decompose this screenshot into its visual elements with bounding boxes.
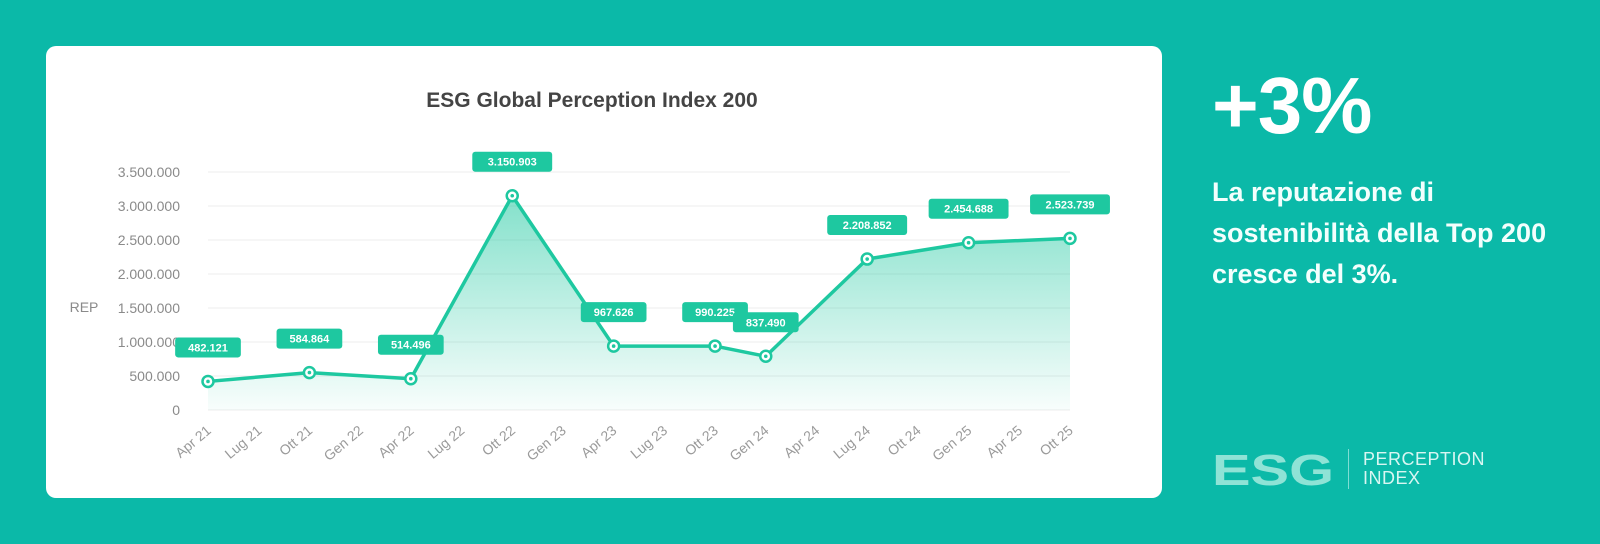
- x-tick-label: Apr 25: [983, 422, 1025, 461]
- x-tick-label: Lug 24: [830, 422, 873, 462]
- data-point-center: [307, 370, 312, 375]
- x-tick-label: Ott 25: [1036, 422, 1076, 459]
- headline-description: La reputazione di sostenibilità della To…: [1212, 177, 1547, 289]
- x-tick-label: Lug 22: [424, 422, 467, 462]
- data-label: 482.121: [188, 342, 228, 354]
- x-tick-label: Ott 21: [276, 422, 316, 459]
- data-label: 3.150.903: [488, 157, 537, 169]
- data-label: 2.454.688: [944, 204, 993, 216]
- y-tick-label: 500.000: [129, 368, 180, 384]
- logo-line-1: PERCEPTION: [1363, 448, 1486, 469]
- data-label: 837.490: [746, 317, 786, 329]
- y-tick-label: 2.000.000: [118, 266, 180, 282]
- y-axis-label: REP: [70, 299, 99, 315]
- x-tick-label: Lug 21: [222, 422, 265, 462]
- x-tick-label: Gen 22: [321, 422, 367, 464]
- data-label-box: [472, 151, 553, 172]
- data-point-center: [713, 344, 717, 348]
- data-label: 2.208.852: [843, 220, 892, 232]
- y-tick-label: 3.500.000: [118, 164, 180, 180]
- data-label: 990.225: [695, 307, 735, 319]
- x-tick-label: Lug 23: [627, 422, 670, 462]
- chart-title: ESG Global Perception Index 200: [426, 89, 757, 112]
- data-point-center: [510, 193, 515, 198]
- data-point-center: [206, 379, 210, 384]
- y-tick-label: 3.000.000: [118, 198, 180, 214]
- data-label: 2.523.739: [1046, 199, 1095, 211]
- data-point-center: [763, 354, 768, 359]
- data-point-center: [611, 344, 616, 348]
- logo-text: PERCEPTION INDEX: [1363, 448, 1486, 488]
- data-point-center: [865, 257, 869, 261]
- data-point-center: [1068, 236, 1072, 241]
- x-tick-label: Ott 23: [681, 422, 721, 459]
- data-label-box: [175, 337, 241, 358]
- data-label-box: [732, 312, 799, 333]
- x-tick-label: Gen 25: [929, 422, 975, 464]
- data-label-box: [827, 215, 908, 236]
- y-tick-label: 1.500.000: [118, 300, 180, 316]
- esg-logo-mark-text: ESG: [1212, 449, 1334, 489]
- data-label-box: [276, 328, 343, 349]
- x-tick-label: Ott 24: [884, 422, 924, 459]
- x-tick-label: Apr 21: [172, 422, 214, 461]
- data-label-box: [377, 334, 444, 355]
- esg-logo-mark: ESG: [1212, 449, 1334, 489]
- data-label: 584.864: [290, 334, 331, 346]
- data-label-box: [682, 302, 748, 323]
- y-tick-label: 1.000.000: [118, 334, 180, 350]
- data-label-box: [1030, 194, 1110, 215]
- logo-divider: [1348, 448, 1349, 489]
- x-tick-label: Apr 24: [781, 422, 823, 461]
- data-label-box: [928, 198, 1009, 219]
- chart-card: ESG Global Perception Index 200 REP 0 500…: [46, 46, 1162, 498]
- x-tick-label: Gen 24: [726, 422, 772, 464]
- summary-panel: +3% La reputazione di sostenibilità dell…: [1212, 60, 1572, 295]
- data-point-center: [409, 376, 413, 381]
- x-tick-label: Apr 23: [578, 422, 620, 461]
- data-label-box: [580, 302, 647, 323]
- chart: ESG Global Perception Index 200 REP 0 500…: [70, 89, 1110, 464]
- headline-value: +3%: [1212, 61, 1372, 150]
- y-tick-label: 0: [172, 402, 180, 418]
- y-tick-label: 2.500.000: [118, 232, 180, 248]
- series-line: [207, 193, 1071, 384]
- data-label: 967.626: [594, 307, 634, 319]
- logo-line-2: INDEX: [1363, 467, 1421, 488]
- esg-logo: ESG PERCEPTION INDEX: [1212, 446, 1485, 491]
- x-tick-label: Ott 22: [479, 422, 519, 459]
- x-tick-label: Apr 22: [375, 422, 417, 461]
- data-point-center: [966, 240, 971, 245]
- data-label: 514.496: [391, 340, 431, 352]
- x-tick-label: Gen 23: [523, 422, 569, 464]
